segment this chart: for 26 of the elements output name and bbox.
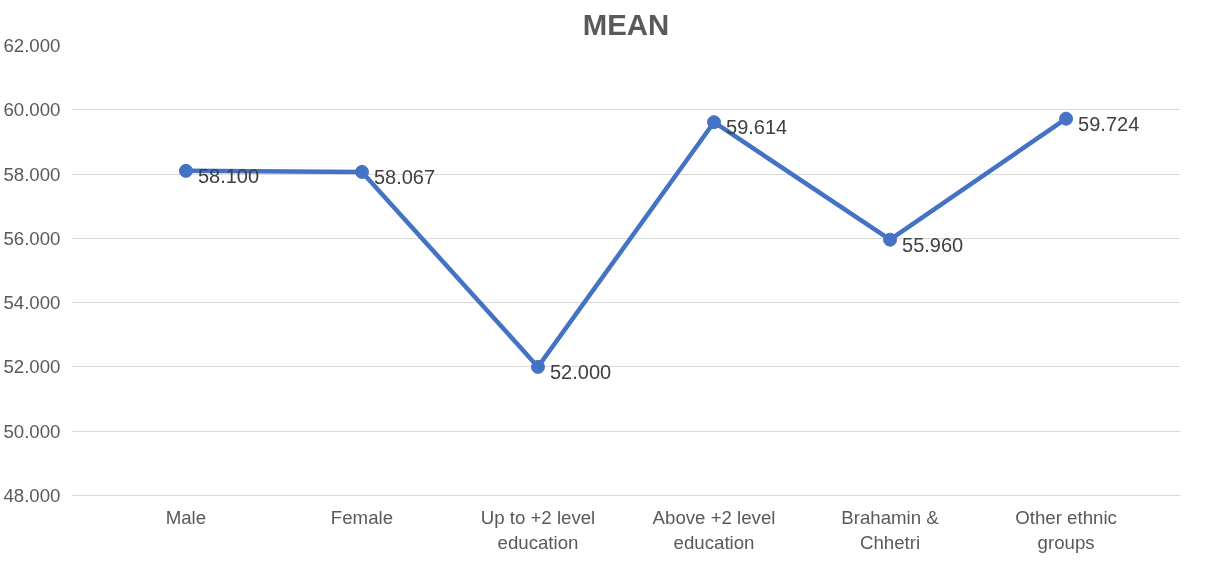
text: 59.614	[726, 116, 788, 139]
point	[178, 163, 193, 178]
y-tick-label: 60.000	[3, 99, 61, 121]
point	[1059, 111, 1074, 126]
text: 59.724	[1078, 112, 1140, 135]
x-tick-label: Above +2 level education	[652, 506, 776, 553]
y-tick-label: 50.000	[3, 420, 61, 442]
point	[707, 115, 722, 130]
chart-title: MEAN	[582, 7, 670, 41]
y-tick-label: 54.000	[3, 292, 61, 314]
y-tick-label: 52.000	[3, 356, 61, 378]
text: 58.067	[373, 165, 436, 188]
y-tick-label: 58.000	[3, 163, 61, 185]
x-tick-label: Brahamin & Chhetri	[841, 506, 940, 553]
point	[354, 164, 369, 179]
text: 52.000	[549, 360, 612, 383]
x-tick-label: Male	[165, 506, 207, 528]
y-tick-label: 62.000	[3, 35, 61, 56]
point	[883, 232, 898, 247]
text: 55.960	[902, 233, 964, 256]
x-tick-label: Other ethnic groups	[1015, 506, 1117, 553]
y-tick-label: 48.000	[3, 485, 61, 506]
x-tick-label: Up to +2 level education	[480, 506, 596, 553]
point	[530, 359, 545, 374]
y-tick-label: 56.000	[3, 227, 61, 249]
x-tick-label: Female	[330, 506, 394, 528]
